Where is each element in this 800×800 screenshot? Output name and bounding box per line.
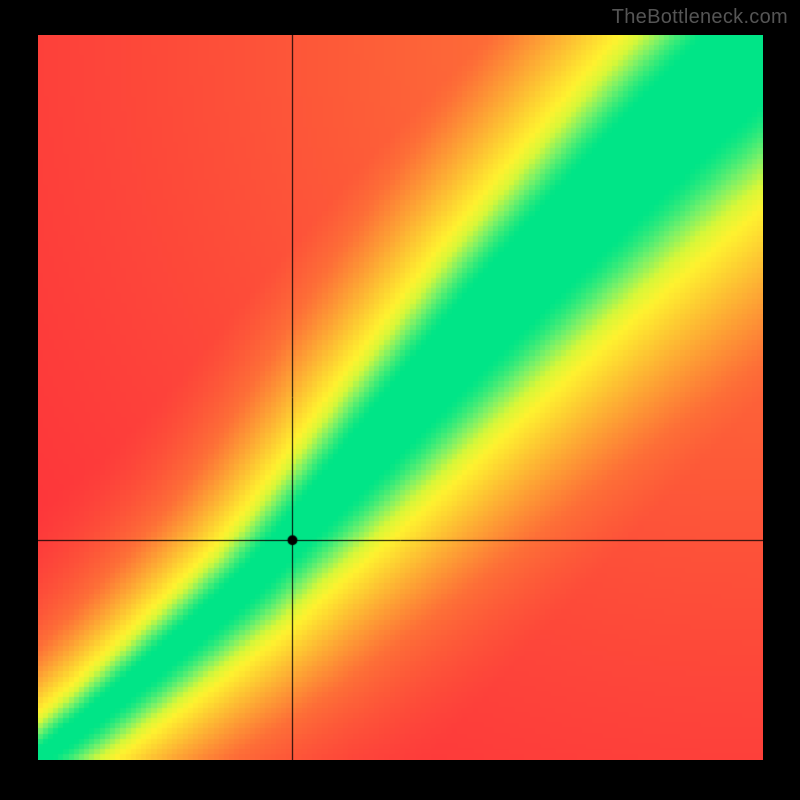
watermark-text: TheBottleneck.com <box>612 6 788 29</box>
bottleneck-heatmap <box>38 35 763 760</box>
